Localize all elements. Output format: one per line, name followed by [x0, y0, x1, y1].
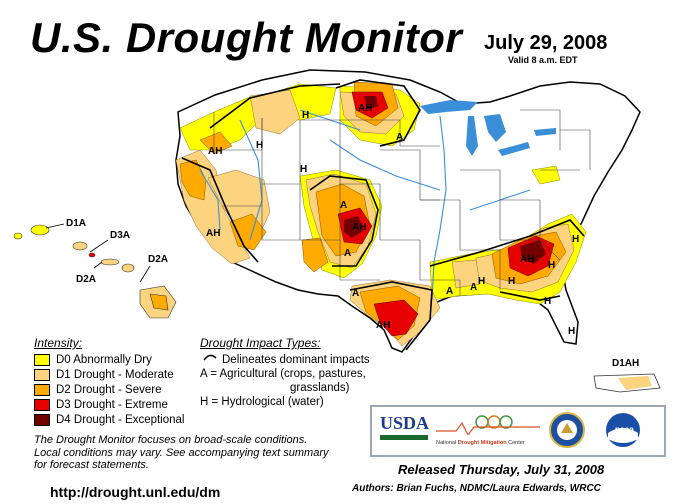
label-hawaii-d1a: D1A [66, 218, 86, 229]
impact-legend: Drought Impact Types: Delineates dominan… [200, 336, 370, 409]
intensity-items: D0 Abnormally Dry D1 Drought - Moderate … [34, 352, 184, 427]
usda-logo-bar [380, 435, 428, 440]
legend-label-d3: D3 Drought - Extreme [56, 398, 168, 411]
label-nd-ah: AH [358, 103, 372, 114]
authors: Authors: Brian Fuchs, NDMC/Laura Edwards… [352, 483, 601, 494]
agency-logos: USDA National Drought Mitigation Center … [370, 405, 666, 457]
ndmc-tree-icon [436, 415, 540, 437]
page-title: U.S. Drought Monitor [30, 14, 463, 61]
intensity-legend: Intensity: D0 Abnormally Dry D1 Drought … [34, 336, 184, 427]
label-ar-a: A [470, 282, 477, 293]
label-ms-h: H [478, 276, 485, 287]
note-line-3: for forecast statements. [34, 459, 149, 471]
label-hawaii-d3a: D3A [110, 230, 130, 241]
label-sc-h: H [544, 296, 551, 307]
swatch-d1 [34, 368, 50, 381]
noaa-logo-icon: noaa [606, 413, 640, 447]
label-fl-h: H [568, 326, 575, 337]
label-wy-h: H [300, 164, 307, 175]
label-ga-ah: AH [520, 254, 534, 265]
impact-item-delineates: Delineates dominant impacts [222, 354, 370, 366]
ndmc-prefix: National [436, 440, 457, 446]
hawaii-islands [13, 224, 177, 319]
label-ks-a: A [344, 248, 351, 259]
label-ne-a: A [340, 200, 347, 211]
release-date: Released Thursday, July 31, 2008 [398, 462, 605, 477]
impact-item-hydrological: H = Hydrological (water) [200, 396, 324, 408]
impact-lines [181, 79, 585, 351]
noaa-logo-text: noaa [615, 425, 634, 434]
label-nc-h: H [572, 234, 579, 245]
note-line-2: Local conditions may vary. See accompany… [34, 446, 329, 459]
commerce-seal-icon [549, 412, 585, 448]
label-se-h: H [548, 260, 555, 271]
ndmc-logo-text: National Drought Mitigation Center [436, 440, 540, 446]
map-impact-labels: AH AH AH H H H A A AH A A AH A A H H AH … [66, 103, 639, 369]
label-co-ah: AH [352, 222, 366, 233]
usda-logo-text: USDA [380, 413, 430, 433]
label-tx-a-east: A [446, 286, 453, 297]
impact-heading: Drought Impact Types: [200, 336, 321, 350]
state-boundaries [213, 109, 591, 296]
legend-label-d4: D4 Drought - Exceptional [56, 413, 185, 426]
label-ca-ah: AH [206, 228, 220, 239]
legend-item-d2: D2 Drought - Severe [34, 382, 184, 397]
map-date: July 29, 2008 [484, 32, 608, 54]
ndmc-logo: National Drought Mitigation Center [436, 413, 540, 449]
note-line-1: The Drought Monitor focuses on broad-sca… [34, 434, 308, 446]
puerto-rico [593, 373, 661, 393]
impact-line-sample-icon [203, 354, 217, 361]
label-tx-ah: AH [376, 320, 390, 331]
swatch-d3 [34, 398, 50, 411]
lake-erie [498, 142, 530, 156]
hawaii-leader-lines [45, 223, 151, 283]
legend-label-d1: D1 Drought - Moderate [56, 368, 174, 381]
lake-superior [420, 100, 478, 114]
valid-time: Valid 8 a.m. EDT [508, 55, 578, 65]
legend-item-d4: D4 Drought - Exceptional [34, 412, 184, 427]
label-hawaii-d2a-left: D2A [76, 274, 96, 285]
drought-url-link[interactable]: http://drought.unl.edu/dm [50, 484, 221, 500]
label-id-h: H [256, 140, 263, 151]
label-puerto-rico: D1AH [612, 358, 639, 369]
lake-ontario [534, 128, 556, 136]
label-al-h: H [508, 276, 515, 287]
label-ok-a: A [352, 288, 359, 299]
label-hawaii-d2a-right: D2A [148, 254, 168, 265]
legend-item-d0: D0 Abnormally Dry [34, 352, 184, 367]
usda-logo: USDA [380, 413, 430, 440]
label-nw-ah: AH [208, 146, 222, 157]
label-mn-a: A [396, 132, 403, 143]
swatch-d4 [34, 413, 50, 426]
impact-item-grasslands: grasslands) [290, 382, 350, 394]
legend-item-d3: D3 Drought - Extreme [34, 397, 184, 412]
lake-michigan [466, 116, 478, 156]
swatch-d0 [34, 353, 50, 366]
intensity-heading: Intensity: [34, 336, 83, 350]
impact-item-agricultural: A = Agricultural (crops, pastures, [200, 368, 366, 380]
legend-label-d0: D0 Abnormally Dry [56, 353, 152, 366]
ndmc-suffix: Center [508, 440, 525, 446]
d4-regions [344, 96, 546, 264]
legend-label-d2: D2 Drought - Severe [56, 383, 162, 396]
lake-huron [484, 114, 506, 142]
disclaimer-note: The Drought Monitor focuses on broad-sca… [34, 434, 334, 472]
legend-item-d1: D1 Drought - Moderate [34, 367, 184, 382]
ndmc-name: Drought Mitigation [457, 440, 507, 446]
label-mt-h: H [302, 110, 309, 121]
swatch-d2 [34, 383, 50, 396]
